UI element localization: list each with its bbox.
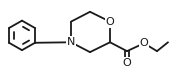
Text: N: N <box>67 37 75 47</box>
Text: O: O <box>123 58 131 68</box>
Text: O: O <box>140 38 148 48</box>
Text: O: O <box>106 17 114 27</box>
